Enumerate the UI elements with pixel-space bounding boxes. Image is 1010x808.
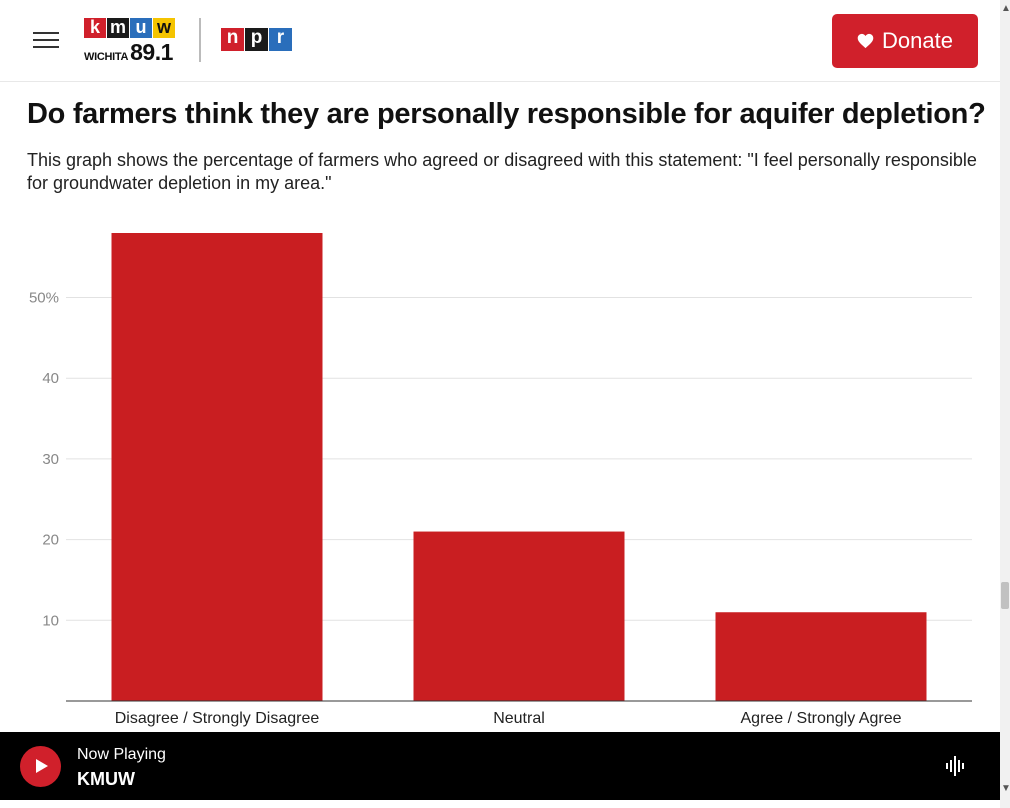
logo-divider bbox=[199, 18, 201, 62]
now-playing-station[interactable]: KMUW bbox=[77, 769, 135, 789]
kmuw-logo-letter: m bbox=[107, 18, 129, 38]
x-tick-label: Neutral bbox=[493, 710, 545, 727]
y-tick-label: 10 bbox=[42, 612, 59, 629]
npr-logo-letter: p bbox=[245, 28, 268, 51]
y-tick-label: 20 bbox=[42, 532, 59, 549]
donate-label: Donate bbox=[882, 28, 953, 53]
kmuw-city: WICHITA bbox=[84, 51, 129, 63]
heart-icon bbox=[857, 33, 874, 49]
kmuw-frequency: 89.1 bbox=[130, 39, 173, 65]
audio-waveform-icon[interactable] bbox=[944, 754, 970, 778]
menu-icon[interactable] bbox=[33, 30, 59, 50]
kmuw-logo-sub: WICHITA 89.1 bbox=[84, 40, 173, 64]
kmuw-logo-letter: w bbox=[153, 18, 175, 38]
kmuw-logo-letter: k bbox=[84, 18, 106, 38]
article-title: Do farmers think they are personally res… bbox=[27, 98, 986, 130]
scrollbar-thumb[interactable] bbox=[1001, 582, 1009, 609]
bar bbox=[715, 612, 927, 701]
scroll-down-icon[interactable]: ▼ bbox=[1001, 783, 1010, 794]
now-playing-label: Now Playing bbox=[77, 746, 166, 763]
bar bbox=[111, 233, 323, 701]
donate-button[interactable]: Donate bbox=[832, 14, 978, 68]
play-button[interactable] bbox=[20, 746, 61, 787]
y-tick-label: 40 bbox=[42, 370, 59, 387]
y-tick-label: 30 bbox=[42, 451, 59, 468]
y-tick-label: 50% bbox=[29, 290, 59, 307]
audio-player-bar: Now Playing KMUW bbox=[0, 732, 1000, 800]
scroll-up-icon[interactable]: ▲ bbox=[1001, 3, 1010, 14]
scrollbar[interactable]: ▲ ▼ bbox=[1000, 0, 1010, 808]
npr-logo-letter: n bbox=[221, 28, 244, 51]
article-subtitle: This graph shows the percentage of farme… bbox=[27, 150, 977, 193]
bottom-strip bbox=[0, 800, 1000, 808]
x-tick-label: Disagree / Strongly Disagree bbox=[115, 710, 320, 727]
npr-logo-letter: r bbox=[269, 28, 292, 51]
kmuw-logo-letter: u bbox=[130, 18, 152, 38]
bar-chart: 10 20 30 40 50% Disagree / Strongly Disagree N… bbox=[29, 233, 972, 727]
x-tick-label: Agree / Strongly Agree bbox=[741, 710, 902, 727]
bar bbox=[413, 531, 625, 701]
